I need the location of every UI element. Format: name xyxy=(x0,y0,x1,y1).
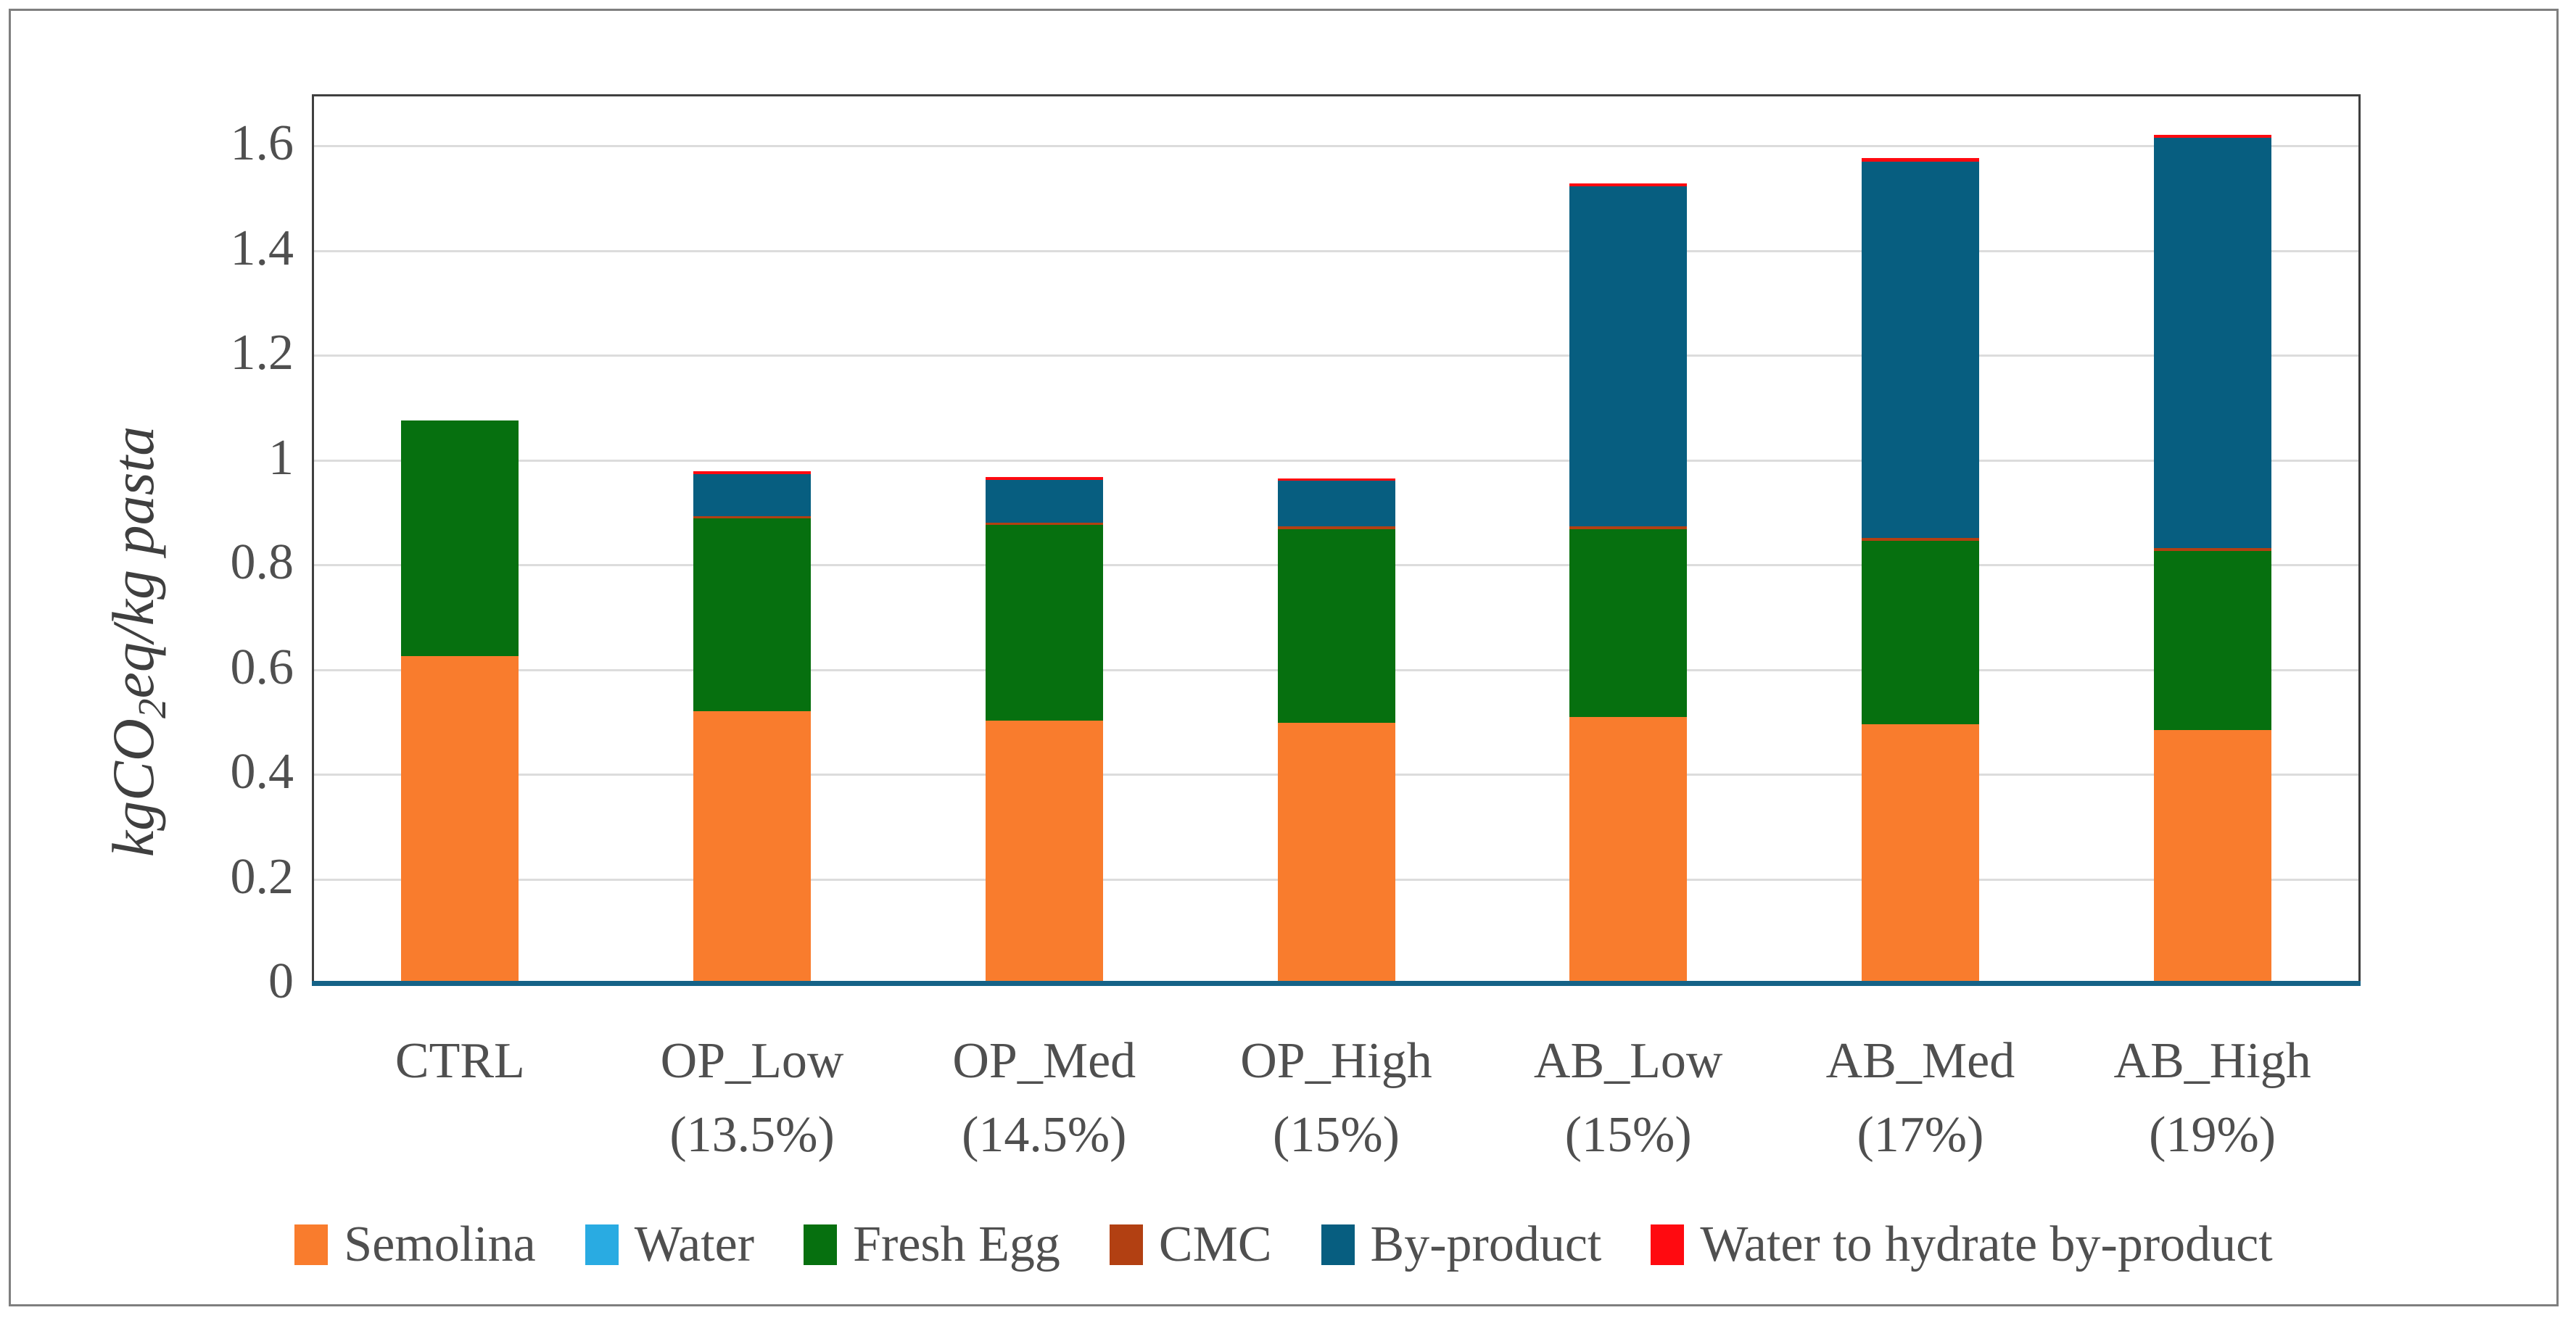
x-category-percentage: (15%) xyxy=(1564,1107,1692,1163)
bar-segment-OP_High-cmc xyxy=(1277,526,1395,529)
bar-segment-AB_Med-by-product xyxy=(1861,161,1979,539)
bar-segment-AB_Med-water-to-hydrate-by-product xyxy=(1861,158,1979,162)
y-tick-label-1.2: 1.2 xyxy=(230,325,294,381)
bar-segment-AB_Med-fresh-egg xyxy=(1861,540,1979,725)
y-axis-title-subscript: 2 xyxy=(130,698,175,718)
bar-segment-OP_High-by-product xyxy=(1277,481,1395,527)
bar-segment-OP_Med-by-product xyxy=(985,479,1103,523)
gridline-y-1.2 xyxy=(314,355,2358,357)
legend-item-water: Water xyxy=(585,1219,754,1270)
gridline-y-1.6 xyxy=(314,145,2358,147)
legend-swatch-by-product xyxy=(1321,1224,1355,1265)
y-tick-label-1.6: 1.6 xyxy=(230,115,294,172)
bar-segment-AB_Low-water-to-hydrate-by-product xyxy=(1569,183,1688,187)
bar-segment-AB_Low-semolina xyxy=(1569,716,1688,984)
bar-segment-AB_High-by-product xyxy=(2153,138,2271,548)
x-category-name: OP_Low xyxy=(660,1033,844,1089)
bar-segment-AB_High-fresh-egg xyxy=(2153,550,2271,730)
chart-outer-border: kgCO2eq/kg pasta 1.6 1.4 1.2 1 0.8 0.6 0.4 0.2 0… xyxy=(9,9,2559,1306)
legend-item-by-product: By-product xyxy=(1321,1217,1602,1272)
bar-segment-OP_Med-fresh-egg xyxy=(985,525,1103,721)
x-category-name: AB_High xyxy=(2113,1033,2311,1089)
x-category-name: OP_High xyxy=(1240,1033,1432,1089)
x-category-label-AB_High: AB_High (19%) xyxy=(2053,1024,2372,1172)
x-category-percentage: (17%) xyxy=(1857,1107,1984,1163)
legend-swatch-water-to-hydrate-by-product xyxy=(1651,1224,1685,1265)
bar-segment-OP_Low-by-product xyxy=(693,474,812,516)
x-category-percentage: (15%) xyxy=(1273,1107,1400,1163)
y-tick-label-1: 1 xyxy=(268,429,294,486)
x-axis-line xyxy=(312,981,2361,986)
bar-segment-CTRL-semolina xyxy=(401,656,519,984)
bar-segment-AB_High-cmc xyxy=(2153,547,2271,551)
legend-swatch-semolina xyxy=(294,1224,329,1265)
y-tick-label-0: 0 xyxy=(268,953,294,1010)
x-category-name: AB_Med xyxy=(1825,1033,2015,1089)
y-tick-label-0.8: 0.8 xyxy=(230,534,294,591)
bar-segment-AB_Low-cmc xyxy=(1569,526,1688,529)
bar-segment-AB_High-water-to-hydrate-by-product xyxy=(2153,134,2271,138)
plot-area xyxy=(312,94,2361,986)
legend-swatch-cmc xyxy=(1109,1224,1143,1265)
y-tick-label-0.6: 0.6 xyxy=(230,639,294,695)
bar-segment-AB_High-semolina xyxy=(2153,729,2271,984)
y-tick-label-0.2: 0.2 xyxy=(230,848,294,905)
legend-item-semolina: Semolina xyxy=(294,1217,536,1272)
bar-segment-OP_Low-semolina xyxy=(693,711,812,984)
x-category-percentage: (19%) xyxy=(2149,1107,2276,1163)
legend-label: CMC xyxy=(1158,1217,1272,1272)
bar-segment-OP_Med-semolina xyxy=(985,721,1103,984)
x-category-name: CTRL xyxy=(395,1033,525,1089)
legend-item-water-to-hydrate-by-product: Water to hydrate by-product xyxy=(1651,1217,2273,1272)
bar-segment-AB_Med-semolina xyxy=(1861,724,1979,984)
legend-label: Fresh Egg xyxy=(853,1217,1060,1272)
bar-segment-AB_Med-cmc xyxy=(1861,538,1979,541)
bar-segment-OP_High-semolina xyxy=(1277,723,1395,984)
y-tick-label-1.4: 1.4 xyxy=(230,220,294,276)
legend-swatch-fresh-egg xyxy=(804,1224,838,1265)
bar-segment-OP_Low-fresh-egg xyxy=(693,518,812,712)
legend-item-cmc: CMC xyxy=(1109,1217,1272,1272)
bar-segment-CTRL-fresh-egg xyxy=(401,420,519,657)
bar-segment-OP_Low-cmc xyxy=(693,515,812,519)
x-category-label-AB_Low: AB_Low (15%) xyxy=(1469,1024,1788,1172)
legend-label: Water to hydrate by-product xyxy=(1700,1217,2273,1272)
y-tick-label-0.4: 0.4 xyxy=(230,744,294,800)
gridline-y-1 xyxy=(314,459,2358,462)
gridline-y-1.4 xyxy=(314,249,2358,252)
bar-segment-OP_Low-water-to-hydrate-by-product xyxy=(693,471,812,475)
x-category-label-OP_Low: OP_Low (13.5%) xyxy=(593,1024,912,1172)
bar-segment-OP_High-water-to-hydrate-by-product xyxy=(1277,478,1395,481)
bar-segment-OP_Med-water-to-hydrate-by-product xyxy=(985,477,1103,480)
legend-item-fresh-egg: Fresh Egg xyxy=(804,1219,1060,1270)
x-category-label-CTRL: CTRL xyxy=(300,1024,619,1098)
bar-segment-AB_Low-by-product xyxy=(1569,186,1688,527)
x-category-percentage: (14.5%) xyxy=(962,1107,1127,1163)
x-category-percentage: (13.5%) xyxy=(669,1107,835,1163)
bar-segment-OP_Med-cmc xyxy=(985,523,1103,526)
bar-segment-OP_High-fresh-egg xyxy=(1277,529,1395,724)
bar-segment-AB_Low-fresh-egg xyxy=(1569,529,1688,717)
x-category-name: OP_Med xyxy=(952,1033,1136,1089)
x-category-label-AB_Med: AB_Med (17%) xyxy=(1761,1024,2080,1172)
x-category-name: AB_Low xyxy=(1533,1033,1723,1089)
x-category-label-OP_High: OP_High (15%) xyxy=(1177,1024,1496,1172)
legend-swatch-water xyxy=(585,1224,619,1265)
legend-label: By-product xyxy=(1370,1217,1602,1272)
legend-label: Semolina xyxy=(344,1217,536,1272)
legend: Semolina Water Fresh Egg CMC By-product Water… xyxy=(54,1209,2513,1281)
x-category-label-OP_Med: OP_Med (14.5%) xyxy=(885,1024,1204,1172)
legend-label: Water xyxy=(634,1217,755,1272)
